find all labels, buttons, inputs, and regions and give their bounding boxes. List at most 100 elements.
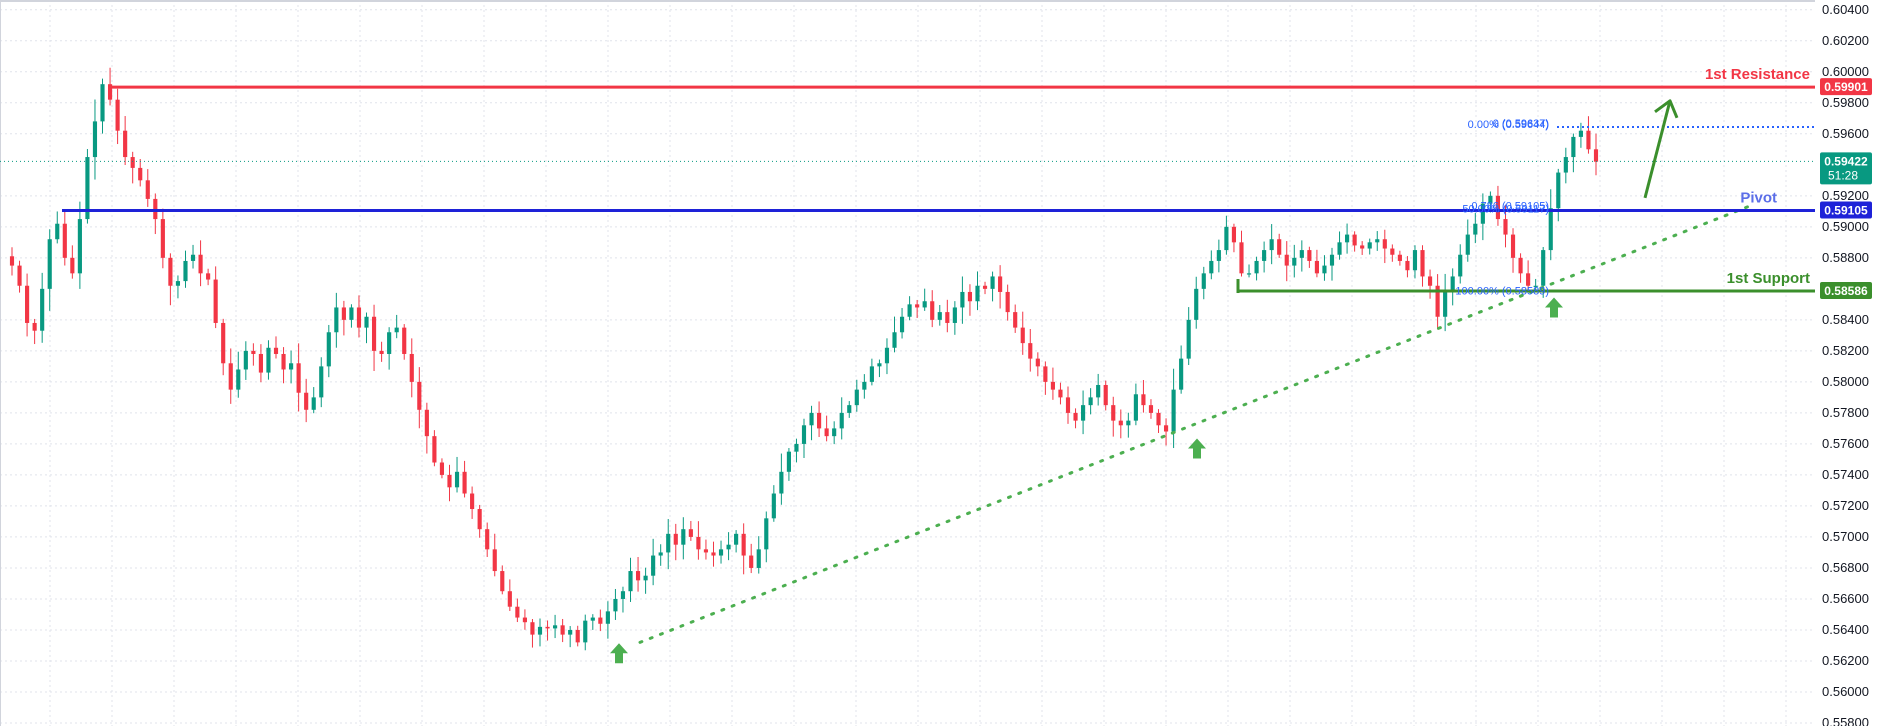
candle — [1465, 219, 1470, 262]
candle-body — [1563, 157, 1568, 173]
candle — [817, 401, 822, 438]
candle — [470, 486, 475, 519]
candle-body — [1360, 245, 1365, 249]
candle — [319, 357, 324, 408]
candle-body — [1284, 254, 1289, 266]
candle-body — [1473, 223, 1478, 235]
candle-body — [1277, 239, 1282, 255]
candle-body — [779, 471, 784, 494]
candle-body — [1510, 234, 1516, 258]
y-tick-label: 0.56600 — [1822, 591, 1869, 606]
candle — [356, 295, 362, 338]
candle — [575, 625, 580, 647]
candle-body — [749, 555, 754, 568]
candle — [613, 588, 618, 620]
candle — [628, 557, 633, 602]
candle — [236, 351, 241, 398]
candle-body — [1337, 242, 1342, 255]
candle — [553, 614, 558, 639]
candle — [251, 343, 256, 366]
candle — [447, 464, 452, 502]
candle — [1397, 250, 1402, 266]
fib-label: 100.00% (0.58589) — [1455, 286, 1549, 298]
price-axis: 0.60400 0.60200 0.60000 0.59800 0.59600 0.592… — [1815, 0, 1884, 726]
candle-body — [258, 353, 263, 373]
y-tick-label: 0.56200 — [1822, 653, 1869, 668]
candle-body — [100, 84, 105, 122]
candle — [213, 266, 218, 329]
candle — [175, 275, 181, 299]
candle — [394, 314, 399, 339]
candle-body — [651, 555, 656, 576]
candle — [1088, 388, 1093, 415]
candle-body — [379, 350, 384, 354]
candle — [1035, 352, 1040, 377]
candle — [1571, 133, 1576, 173]
projection-arrow-head — [1654, 99, 1679, 119]
candle — [530, 619, 535, 648]
candle-body — [1081, 405, 1086, 421]
candle — [1503, 205, 1508, 248]
candle — [289, 350, 294, 384]
candle — [107, 67, 113, 106]
candle — [847, 401, 852, 418]
candle-body — [1488, 195, 1493, 204]
candle — [892, 316, 897, 353]
current-price-label: 0.59422 — [1824, 154, 1868, 168]
candle-body — [1427, 276, 1433, 286]
candle — [1420, 245, 1425, 287]
candle-body — [402, 327, 407, 354]
candle-body — [206, 273, 211, 280]
candle-body — [1526, 273, 1531, 286]
candle-body — [1322, 265, 1327, 274]
candle — [1292, 244, 1297, 278]
support-badge — [1820, 282, 1872, 300]
candle — [100, 78, 105, 134]
candle — [454, 456, 460, 493]
candle — [937, 304, 942, 326]
candle-body — [424, 409, 429, 437]
candle — [952, 301, 957, 335]
candle — [982, 281, 988, 295]
candle — [206, 268, 211, 286]
y-tick-label: 0.57600 — [1822, 436, 1869, 451]
candle-body — [92, 121, 98, 158]
price-axis-bg — [1815, 0, 1884, 726]
y-tick-label: 0.57400 — [1822, 467, 1869, 482]
candle — [809, 405, 814, 441]
candle — [756, 536, 761, 574]
candle — [1510, 228, 1516, 273]
candle-body — [432, 436, 437, 463]
candle-body — [55, 223, 60, 240]
candle-body — [734, 533, 739, 545]
candle — [726, 532, 731, 561]
candle-body — [70, 257, 75, 274]
candle — [643, 567, 648, 594]
resistance-price-label: 0.59901 — [1824, 80, 1868, 94]
candle-body — [590, 617, 595, 621]
candle-body — [907, 304, 912, 317]
candle-body — [1518, 257, 1523, 274]
candle — [424, 402, 429, 454]
candle-body — [311, 397, 316, 410]
candle — [1239, 230, 1244, 277]
candle — [1345, 223, 1350, 254]
candle — [1111, 396, 1116, 437]
candle — [854, 379, 859, 412]
candle — [1352, 231, 1357, 252]
candle-body — [1209, 260, 1214, 274]
candle — [402, 324, 407, 360]
candle-body — [1171, 389, 1176, 432]
candle-body — [507, 591, 512, 607]
candle — [605, 601, 610, 639]
candle-body — [47, 239, 52, 289]
candle-body — [1239, 242, 1244, 274]
y-tick-label: 0.58400 — [1822, 312, 1869, 327]
y-tick-label: 0.56800 — [1822, 560, 1869, 575]
candle — [779, 453, 784, 505]
candle — [734, 530, 739, 553]
resistance-title: 1st Resistance — [1705, 66, 1810, 83]
